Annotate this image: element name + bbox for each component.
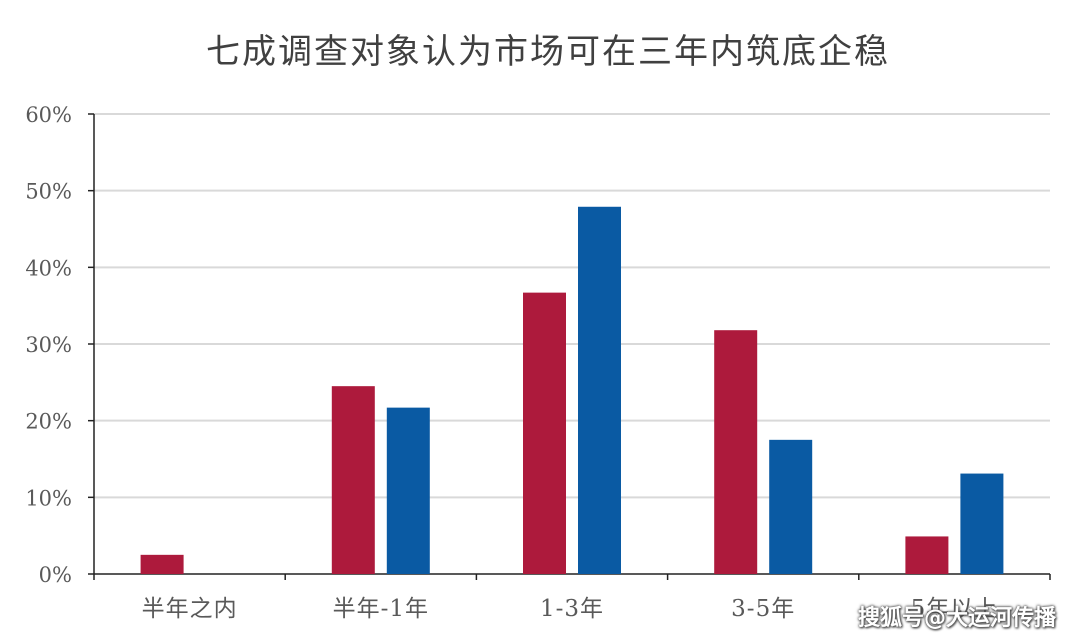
watermark: 搜狐号@大运河传播 bbox=[857, 606, 1056, 631]
x-axis-labels: 半年之内 半年-1年 1-3年 3-5年 5年以上 bbox=[142, 596, 999, 622]
bars bbox=[140, 206, 1004, 574]
bar bbox=[905, 536, 949, 574]
chart-title: 七成调查对象认为市场可在三年内筑底企稳 bbox=[206, 32, 890, 72]
x-tick-label: 5年以上 bbox=[911, 596, 999, 622]
bar bbox=[331, 386, 375, 574]
y-tick-label: 40% bbox=[25, 256, 72, 280]
y-tick-label: 60% bbox=[25, 103, 72, 127]
bar bbox=[714, 330, 758, 574]
x-tick-label: 1-3年 bbox=[540, 596, 604, 622]
y-tick-label: 20% bbox=[25, 410, 72, 434]
y-tick-label: 30% bbox=[25, 333, 72, 357]
axes bbox=[88, 113, 1051, 580]
x-tick-label: 半年-1年 bbox=[333, 596, 429, 622]
bar bbox=[386, 407, 430, 574]
bar bbox=[769, 439, 813, 574]
y-tick-label: 10% bbox=[25, 486, 72, 510]
y-tick-label: 50% bbox=[25, 180, 72, 204]
x-tick-label: 3-5年 bbox=[731, 596, 795, 622]
bar bbox=[523, 292, 566, 574]
gridlines bbox=[94, 113, 1050, 499]
y-tick-label: 0% bbox=[39, 563, 72, 587]
x-tick-label: 半年之内 bbox=[142, 596, 238, 622]
bar bbox=[578, 206, 621, 574]
y-axis-ticks: 0% 10% 20% 30% 40% 50% 60% bbox=[25, 103, 72, 587]
bar bbox=[140, 554, 184, 574]
bar bbox=[960, 473, 1004, 574]
